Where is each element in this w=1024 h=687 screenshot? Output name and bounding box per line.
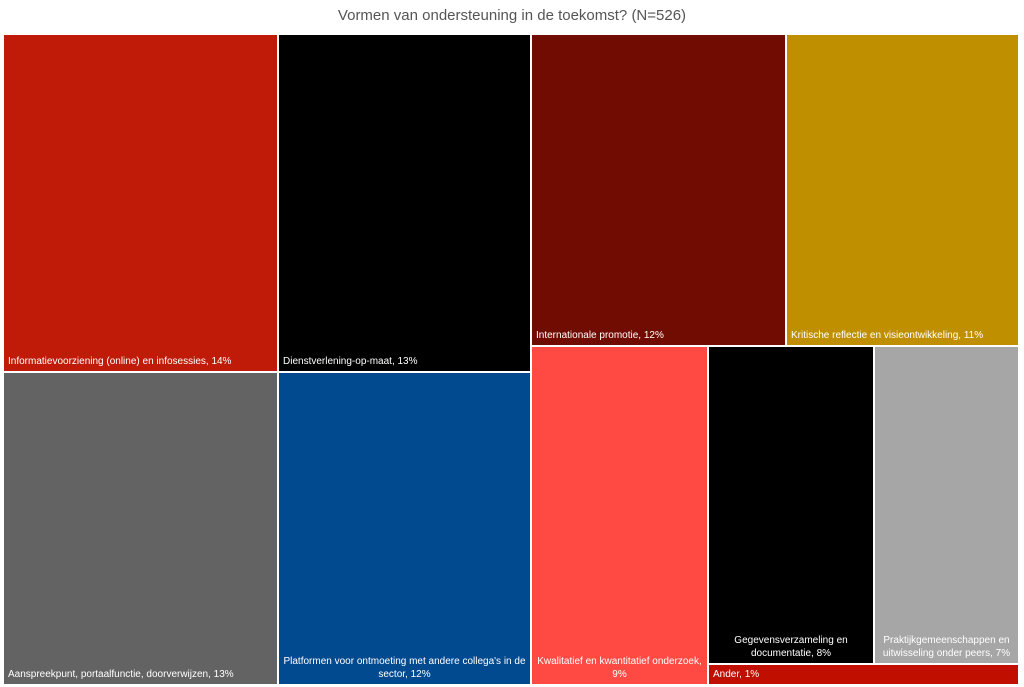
tile (531, 34, 786, 346)
tile (531, 346, 708, 685)
tile (3, 372, 278, 685)
tile-label: Aanspreekpunt, portaalfunctie, doorverwi… (8, 669, 234, 680)
tile-label: Praktijkgemeenschappen en uitwisseling o… (882, 635, 1011, 659)
tile (708, 346, 874, 664)
tile-label: Internationale promotie, 12% (536, 330, 664, 341)
chart-title: Vormen van ondersteuning in de toekomst?… (337, 7, 687, 24)
tile-label: Gegevensverzameling en documentatie, 8% (734, 635, 848, 659)
tile (786, 34, 1019, 346)
tile-label: Kwalitatief en kwantitatief onderzoek, 9… (537, 656, 702, 680)
tile (708, 664, 1019, 685)
tile-label: Dienstverlening-op-maat, 13% (283, 356, 418, 367)
tile-label: Informatievoorziening (online) en infose… (8, 356, 232, 367)
tile-label: Kritische reflectie en visieontwikkeling… (791, 330, 984, 341)
tile (278, 34, 531, 372)
tile-label: Ander, 1% (713, 669, 760, 680)
tile (278, 372, 531, 685)
tile-label: Platformen voor ontmoeting met andere co… (283, 656, 526, 680)
tile (874, 346, 1019, 664)
tile (3, 34, 278, 372)
